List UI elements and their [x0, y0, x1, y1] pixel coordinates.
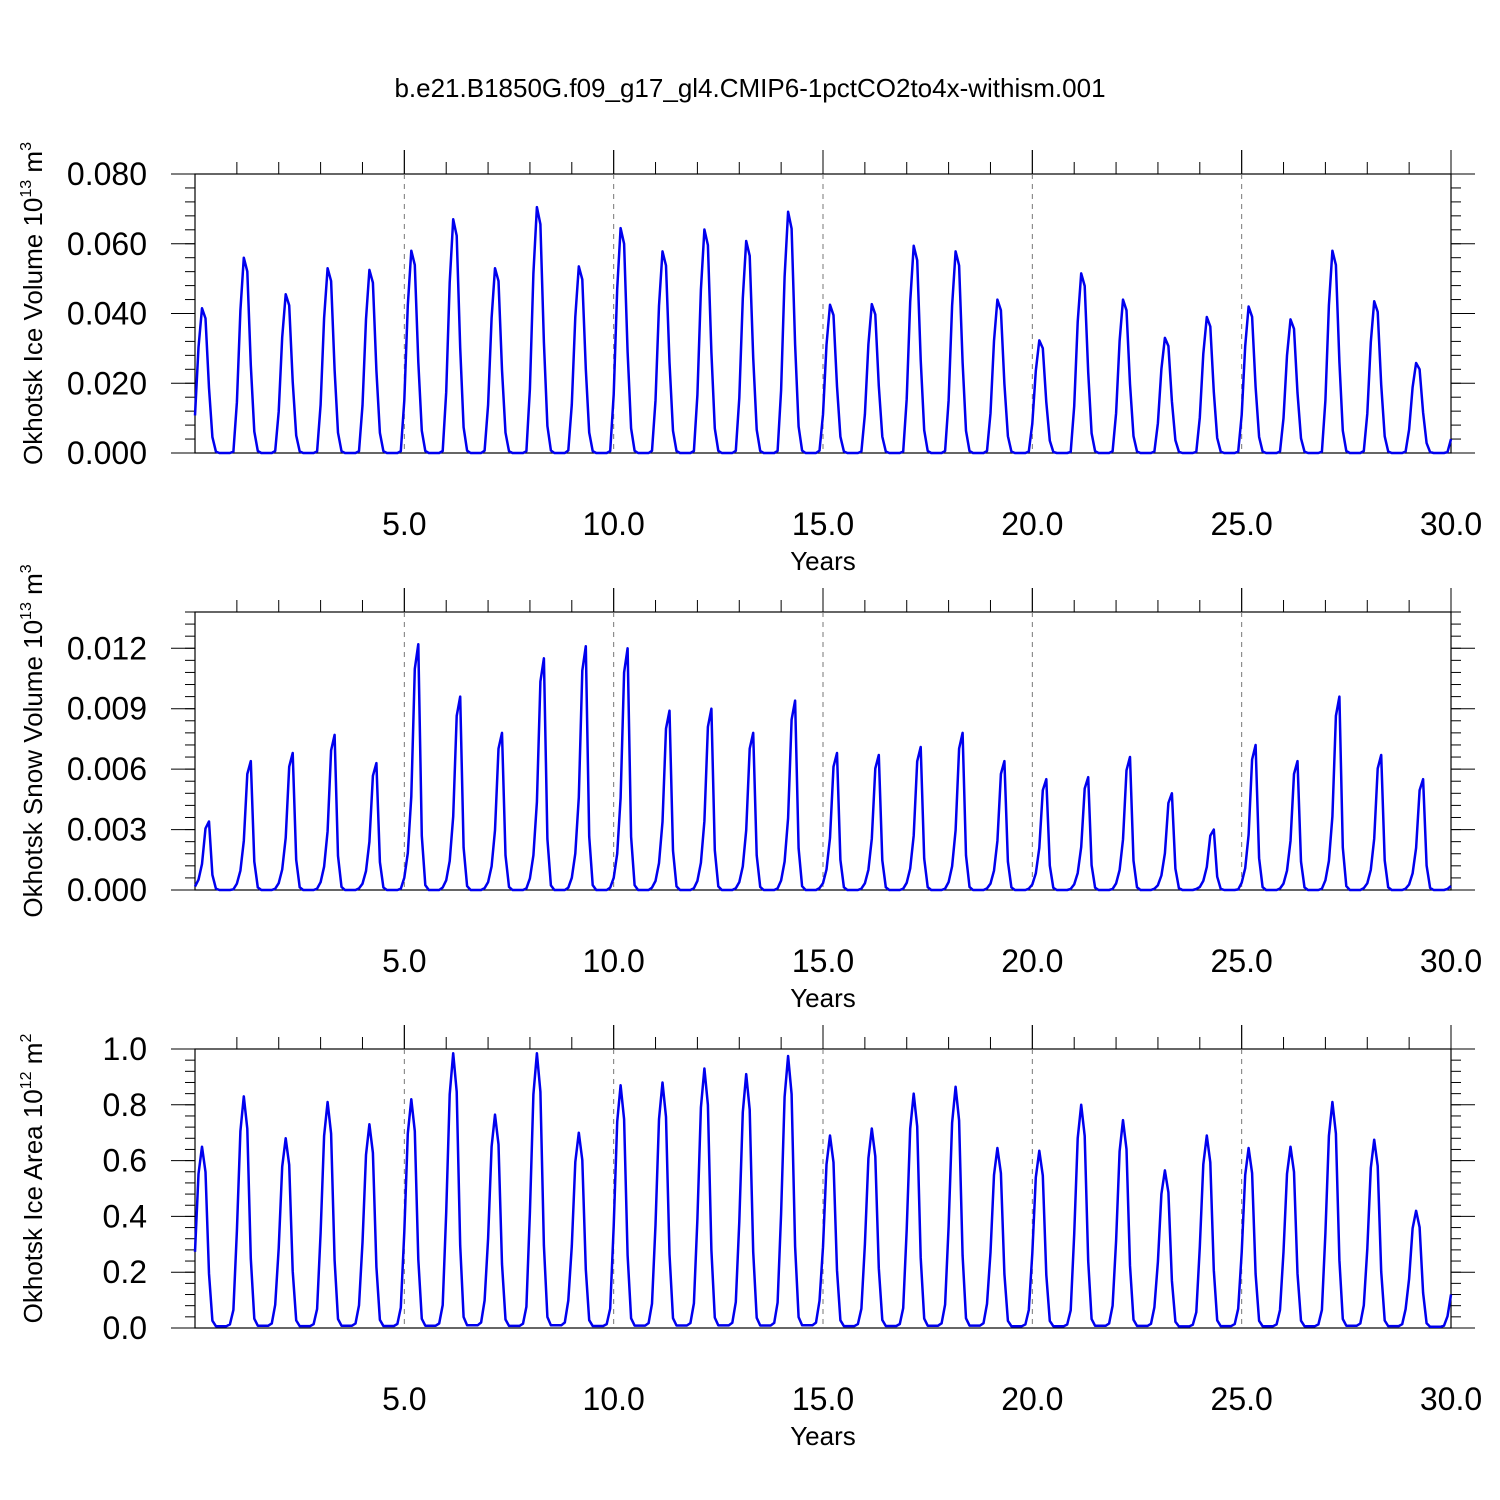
series-line [193, 642, 1452, 892]
x-axis-label: Years [790, 983, 856, 1013]
x-tick-label: 15.0 [792, 1381, 854, 1417]
figure-title: b.e21.B1850G.f09_g17_gl4.CMIP6-1pctCO2to… [394, 73, 1105, 103]
y-tick-label: 0.006 [67, 751, 147, 787]
x-axis-label: Years [790, 1421, 856, 1451]
y-tick-label: 0.020 [67, 365, 147, 401]
chart-panel-3: 5.0 10.0 15.0 20.0 25.0 30.0 0.0 0.2 0.4 0.6 0.8 1.… [18, 1025, 1482, 1451]
x-tick-label: 20.0 [1001, 943, 1063, 979]
y-tick-label: 0.060 [67, 226, 147, 262]
y-tick-label: 0.040 [67, 296, 147, 332]
x-tick-label: 25.0 [1211, 943, 1273, 979]
y-tick-label: 0.6 [103, 1143, 147, 1179]
chart-panel-1: 5.0 10.0 15.0 20.0 25.0 30.0 0.000 0.020 0.040 0.… [18, 142, 1482, 576]
x-tick-label: 25.0 [1211, 506, 1273, 542]
y-tick-label: 0.003 [67, 812, 147, 848]
y-axis-label: Okhotsk Snow Volume 1013 m3 [18, 564, 48, 917]
x-tick-label: 5.0 [382, 1381, 426, 1417]
y-axis-label: Okhotsk Ice Area 1012 m2 [18, 1034, 48, 1324]
y-tick-label: 0.080 [67, 156, 147, 192]
x-tick-label: 5.0 [382, 506, 426, 542]
x-tick-label: 5.0 [382, 943, 426, 979]
y-tick-label: 0.4 [103, 1198, 147, 1234]
x-tick-label: 20.0 [1001, 506, 1063, 542]
x-tick-label: 30.0 [1420, 506, 1482, 542]
x-tick-label: 30.0 [1420, 943, 1482, 979]
x-tick-label: 15.0 [792, 506, 854, 542]
x-tick-label: 30.0 [1420, 1381, 1482, 1417]
x-tick-label: 10.0 [583, 1381, 645, 1417]
x-tick-label: 25.0 [1211, 1381, 1273, 1417]
y-tick-label: 0.0 [103, 1310, 147, 1346]
x-tick-label: 15.0 [792, 943, 854, 979]
series-line [193, 205, 1453, 455]
x-axis-label: Years [790, 546, 856, 576]
chart-panel-2: 5.0 10.0 15.0 20.0 25.0 30.0 0.000 0.003 0.006 0.… [18, 564, 1482, 1013]
y-tick-label: 1.0 [103, 1031, 147, 1067]
y-axis-label: Okhotsk Ice Volume 1013 m3 [18, 142, 48, 465]
y-tick-label: 0.000 [67, 435, 147, 471]
x-tick-label: 20.0 [1001, 1381, 1063, 1417]
x-tick-label: 10.0 [583, 506, 645, 542]
y-tick-label: 0.8 [103, 1087, 147, 1123]
x-tick-label: 10.0 [583, 943, 645, 979]
y-tick-label: 0.2 [103, 1254, 147, 1290]
chart-panels: 5.0 10.0 15.0 20.0 25.0 30.0 0.000 0.020 0.040 0.… [18, 142, 1482, 1451]
y-tick-label: 0.000 [67, 872, 147, 908]
y-tick-label: 0.009 [67, 691, 147, 727]
series-line [193, 1051, 1453, 1329]
y-tick-label: 0.012 [67, 630, 147, 666]
